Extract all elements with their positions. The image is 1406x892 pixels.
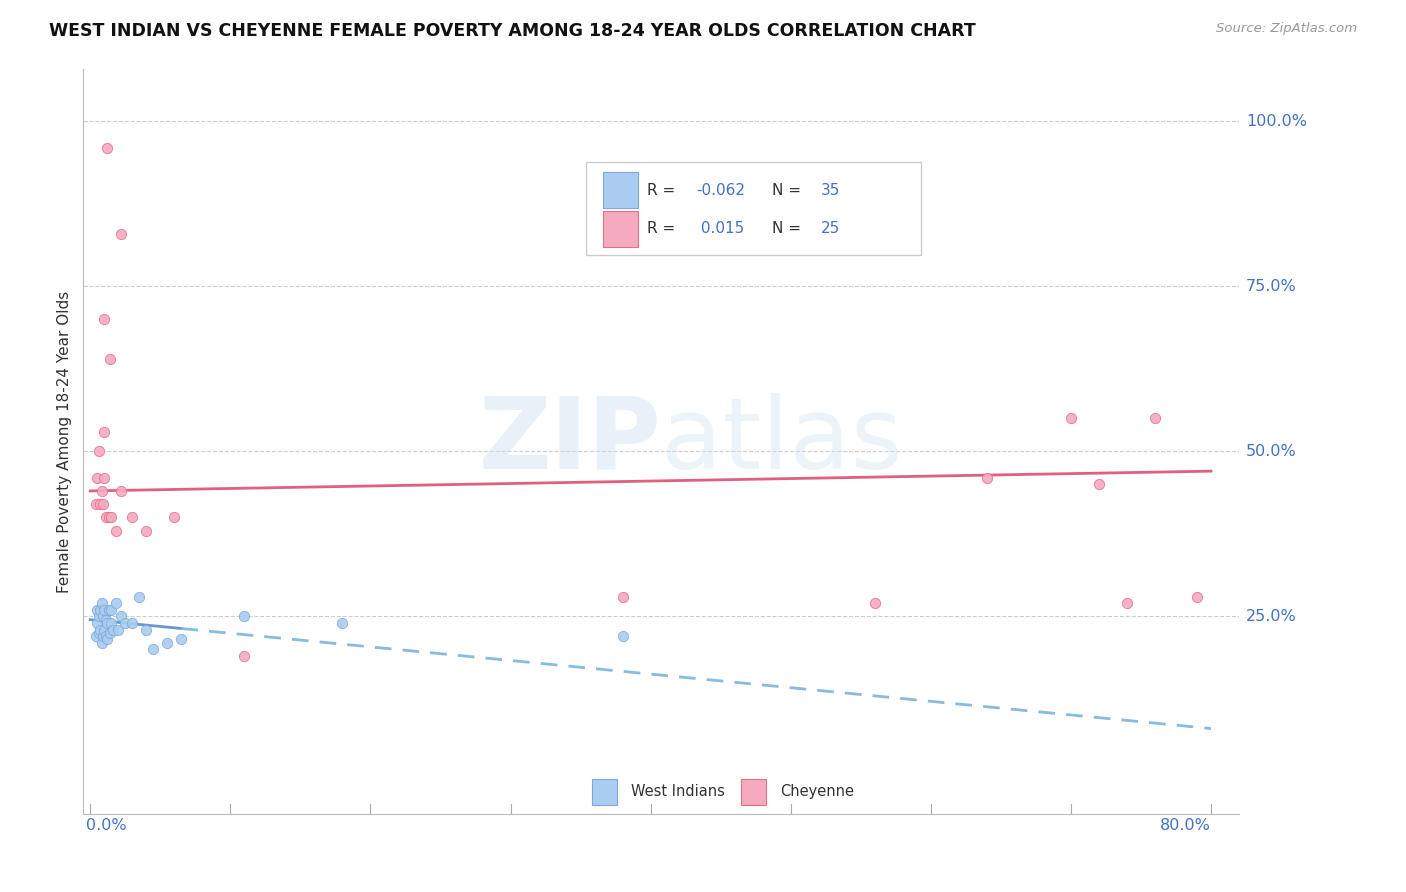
Y-axis label: Female Poverty Among 18-24 Year Olds: Female Poverty Among 18-24 Year Olds [58, 290, 72, 592]
Point [101, 623, 124, 637]
Point [1185, 590, 1208, 604]
Point [90, 483, 112, 498]
Text: Source: ZipAtlas.com: Source: ZipAtlas.com [1216, 22, 1357, 36]
Point [86, 471, 108, 485]
Point [104, 524, 127, 538]
Text: 50.0%: 50.0% [1246, 444, 1296, 458]
Point [114, 615, 136, 630]
Point [128, 590, 150, 604]
Point [84, 629, 107, 643]
Point [332, 615, 354, 630]
Point [84, 497, 107, 511]
Point [93, 312, 115, 326]
Point [89, 623, 111, 637]
Point [110, 227, 132, 241]
Point [93, 471, 115, 485]
Point [96, 632, 118, 647]
Point [156, 636, 179, 650]
Point [89, 497, 111, 511]
FancyBboxPatch shape [586, 161, 921, 255]
Point [96, 141, 118, 155]
Text: 25.0%: 25.0% [1246, 609, 1296, 624]
Text: N =: N = [772, 183, 806, 198]
Point [170, 632, 193, 647]
Point [86, 615, 108, 630]
Bar [603, 211, 638, 247]
Point [98, 351, 121, 366]
Point [93, 603, 115, 617]
Point [91, 629, 114, 643]
Bar [603, 172, 638, 208]
Point [100, 603, 122, 617]
Text: ZIP: ZIP [478, 393, 661, 490]
Text: 35: 35 [821, 183, 839, 198]
Point [1116, 596, 1139, 610]
Text: atlas: atlas [661, 393, 903, 490]
Text: Cheyenne: Cheyenne [780, 784, 855, 799]
Point [1060, 411, 1083, 425]
Point [104, 596, 127, 610]
Text: R =: R = [647, 221, 681, 236]
Text: 0.015: 0.015 [696, 221, 744, 236]
Point [1143, 411, 1166, 425]
Point [94, 629, 117, 643]
Point [97, 510, 120, 524]
Text: -0.062: -0.062 [696, 183, 745, 198]
Point [93, 623, 115, 637]
Point [1088, 477, 1111, 491]
Text: 80.0%: 80.0% [1160, 818, 1211, 832]
Text: 75.0%: 75.0% [1246, 279, 1296, 293]
Point [863, 596, 886, 610]
Point [91, 497, 114, 511]
Point [121, 615, 143, 630]
Bar [592, 779, 617, 805]
Point [612, 590, 634, 604]
Point [89, 603, 111, 617]
Point [110, 483, 132, 498]
Text: 0.0%: 0.0% [86, 818, 127, 832]
Point [94, 613, 117, 627]
Point [94, 510, 117, 524]
Text: West Indians: West Indians [631, 784, 725, 799]
Text: R =: R = [647, 183, 681, 198]
Text: 25: 25 [821, 221, 839, 236]
Point [96, 615, 118, 630]
Point [87, 444, 110, 458]
Point [87, 625, 110, 640]
Point [97, 603, 120, 617]
Point [98, 625, 121, 640]
Bar [741, 779, 766, 805]
Point [93, 425, 115, 439]
Point [135, 623, 157, 637]
Point [100, 615, 122, 630]
Point [87, 609, 110, 624]
Point [163, 510, 186, 524]
Point [110, 609, 132, 624]
Point [90, 596, 112, 610]
Text: N =: N = [772, 221, 806, 236]
Point [107, 623, 129, 637]
Point [86, 603, 108, 617]
Text: WEST INDIAN VS CHEYENNE FEMALE POVERTY AMONG 18-24 YEAR OLDS CORRELATION CHART: WEST INDIAN VS CHEYENNE FEMALE POVERTY A… [49, 22, 976, 40]
Text: 100.0%: 100.0% [1246, 114, 1308, 128]
Point [91, 609, 114, 624]
Point [142, 642, 165, 657]
Point [135, 524, 157, 538]
Point [233, 609, 256, 624]
Point [233, 648, 256, 663]
Point [90, 636, 112, 650]
Point [100, 510, 122, 524]
Point [976, 471, 998, 485]
Point [612, 629, 634, 643]
Point [121, 510, 143, 524]
